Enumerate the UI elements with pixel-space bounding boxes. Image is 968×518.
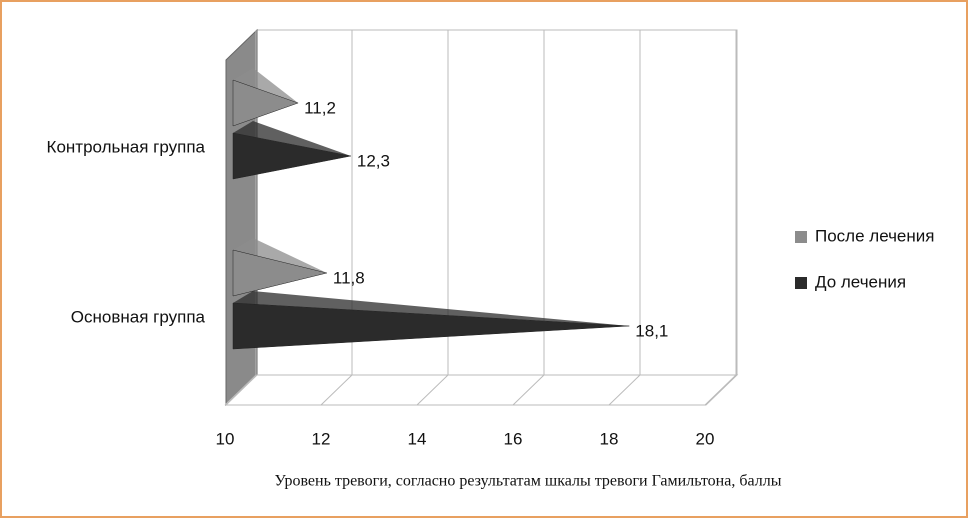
bar-top [233, 121, 351, 156]
bar-top [233, 291, 630, 326]
x-axis-label: Уровень тревоги, согласно результатам шк… [275, 473, 782, 490]
bar [232, 249, 327, 297]
value-label: 11,8 [333, 268, 365, 287]
value-label: 12,3 [357, 151, 390, 170]
grid-line [608, 374, 641, 406]
x-tick-label: 20 [696, 429, 715, 448]
x-tick-label: 12 [312, 429, 331, 448]
x-tick-label: 14 [408, 429, 427, 448]
x-tick-label: 10 [216, 429, 235, 448]
legend-swatch [795, 277, 807, 289]
floor [224, 374, 739, 406]
y-tick-label: Основная группа [71, 307, 206, 326]
bar [232, 79, 299, 127]
y-tick-label: Контрольная группа [47, 137, 206, 156]
bar [232, 302, 630, 350]
grid-line [224, 374, 257, 406]
grid-line [320, 374, 353, 406]
bar-top [233, 68, 299, 103]
legend-label: После лечения [815, 226, 934, 245]
grid-line [512, 374, 545, 406]
x-tick-label: 18 [600, 429, 619, 448]
grid-line [416, 374, 449, 406]
value-label: 18,1 [635, 321, 668, 340]
x-tick-label: 16 [504, 429, 523, 448]
bar-top [233, 238, 327, 273]
legend-swatch [795, 231, 807, 243]
bar [232, 132, 351, 180]
value-label: 11,2 [304, 98, 336, 117]
grid-line [704, 374, 737, 406]
legend-label: До лечения [815, 272, 906, 291]
